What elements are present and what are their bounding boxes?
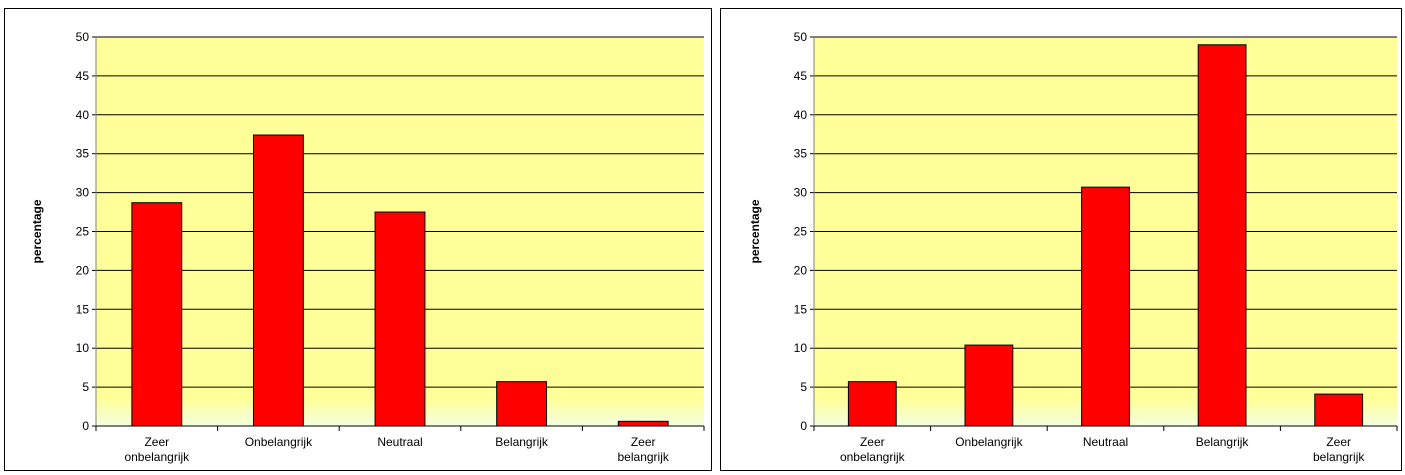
y-axis-label: percentage — [748, 199, 762, 263]
chart-panel-right: 0 5 10 15 20 25 30 35 40 45 50 Zeer onbelangrijk Onbe… — [720, 8, 1402, 471]
y-tick-label: 50 — [794, 30, 808, 44]
x-tick-label: Belangrijk — [1196, 435, 1250, 449]
bar — [252, 134, 304, 427]
y-tick-label: 30 — [76, 186, 90, 200]
bar — [1197, 44, 1247, 427]
y-tick-label: 25 — [794, 225, 808, 239]
y-tick-label: 40 — [76, 108, 90, 122]
bar — [617, 420, 669, 427]
y-axis-label: percentage — [30, 199, 44, 263]
y-tick-label: 15 — [76, 302, 90, 316]
bar-chart-right: 0 5 10 15 20 25 30 35 40 45 50 Zeer onbelangrijk Onbe… — [748, 30, 1398, 464]
y-tick-label: 20 — [794, 263, 808, 277]
x-tick-label: Onbelangrijk — [245, 435, 313, 449]
y-tick-label: 30 — [794, 186, 808, 200]
y-tick-label: 0 — [800, 419, 807, 433]
x-tick-label: Belangrijk — [495, 435, 549, 449]
bar — [496, 381, 548, 427]
bar — [131, 202, 183, 427]
bar-chart-left: 0 5 10 15 20 25 30 35 40 45 50 Zeer onbelangrijk Onbe… — [30, 30, 705, 464]
y-tick-label: 50 — [76, 30, 90, 44]
y-tick-label: 5 — [82, 380, 89, 394]
y-tick-label: 10 — [76, 341, 90, 355]
bar — [964, 344, 1014, 427]
y-tick-label: 35 — [76, 147, 90, 161]
x-tick-label: Zeer onbelangrijk — [124, 435, 190, 464]
bar — [847, 381, 897, 427]
y-tick-label: 40 — [794, 108, 808, 122]
x-tick-label: Zeer belangrijk — [1313, 435, 1365, 464]
y-tick-label: 15 — [794, 302, 808, 316]
x-tick-label: Neutraal — [377, 435, 422, 449]
bar — [1314, 393, 1364, 427]
x-tick-label: Zeer onbelangrijk — [840, 435, 906, 464]
y-tick-label: 5 — [800, 380, 807, 394]
x-tick-label: Zeer belangrijk — [618, 435, 670, 464]
y-tick-label: 45 — [76, 69, 90, 83]
bar — [1081, 186, 1130, 427]
y-tick-label: 0 — [82, 419, 89, 433]
x-tick-label: Neutraal — [1083, 435, 1128, 449]
y-tick-label: 45 — [794, 69, 808, 83]
y-tick-label: 35 — [794, 147, 808, 161]
y-tick-label: 20 — [76, 263, 90, 277]
x-tick-label: Onbelangrijk — [955, 435, 1023, 449]
bar — [374, 211, 426, 427]
y-tick-label: 25 — [76, 225, 90, 239]
y-tick-label: 10 — [794, 341, 808, 355]
chart-panel-left: 0 5 10 15 20 25 30 35 40 45 50 Zeer onbelangrijk Onbe… — [4, 8, 712, 471]
